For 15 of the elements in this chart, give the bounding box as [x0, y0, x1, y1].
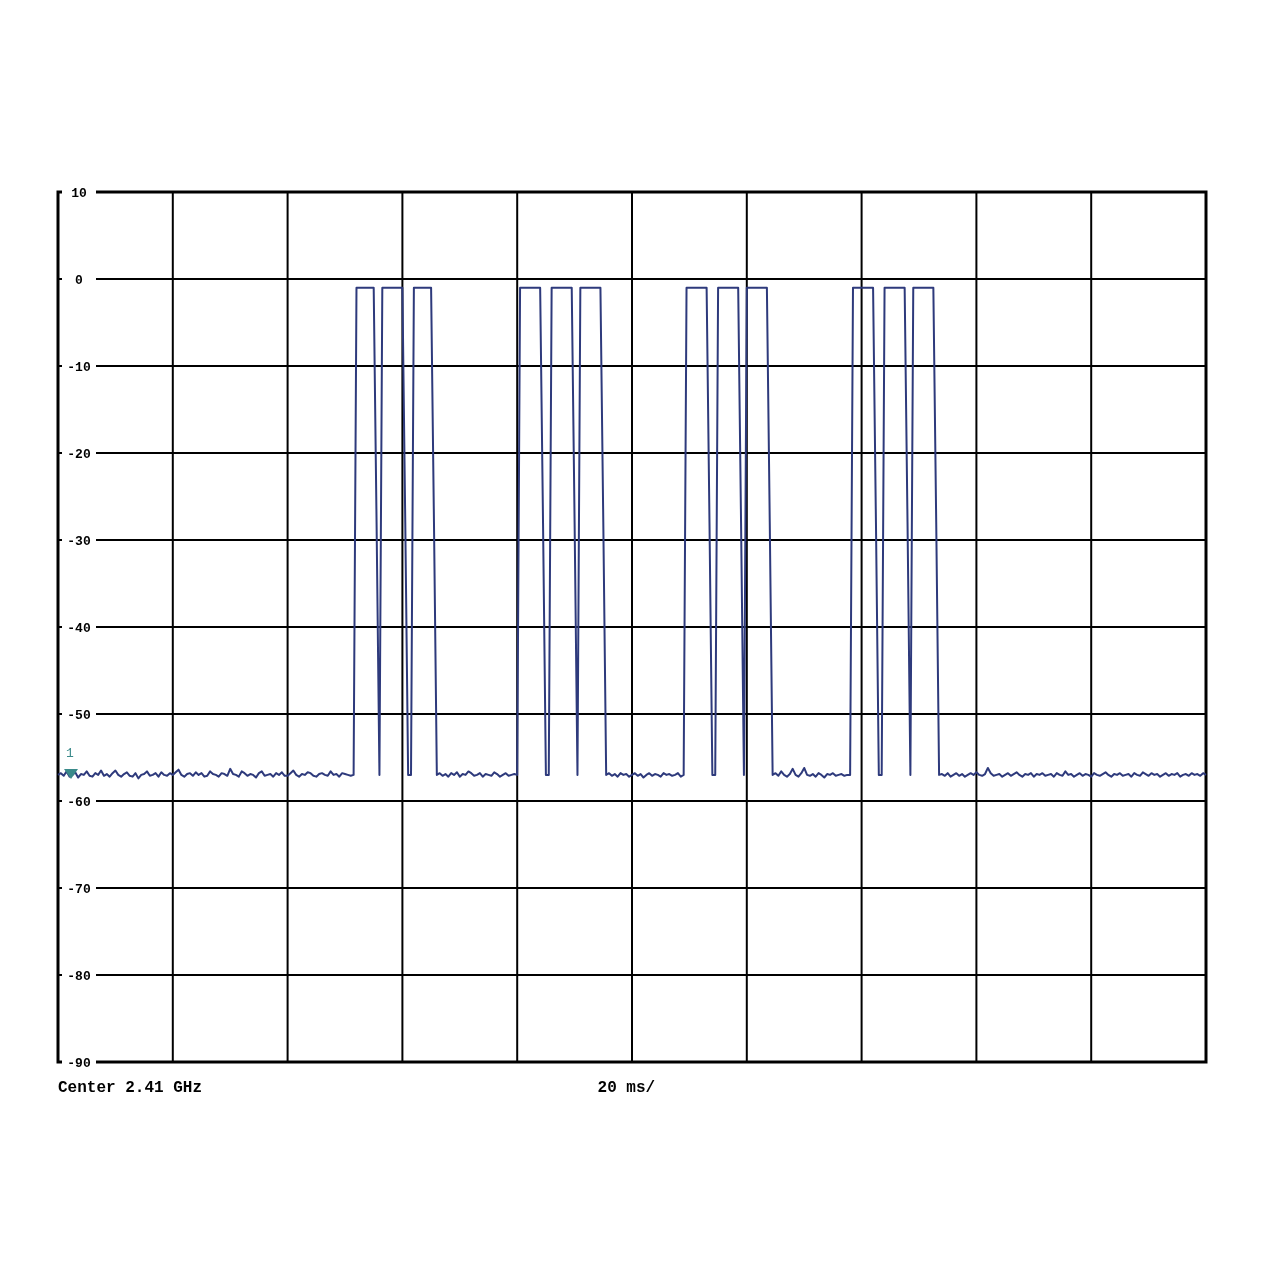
line-series: [57, 286, 1207, 780]
y-tick-label: -10: [67, 359, 91, 375]
text: Center 2.41 GHz: [58, 1079, 203, 1097]
y-tick-label: 0: [75, 272, 84, 288]
y-tick-label: 10: [71, 185, 87, 201]
y-tick-label: -90: [67, 1055, 91, 1071]
annotation: 1: [66, 745, 74, 761]
y-tick-label: -30: [67, 533, 91, 549]
y-tick-label: -80: [67, 968, 91, 984]
y-tick-label: -40: [67, 620, 91, 636]
y-tick-label: -70: [67, 881, 91, 897]
y-tick-label: -50: [67, 707, 91, 723]
y-tick-label: -20: [67, 446, 91, 462]
text: 20 ms/: [597, 1079, 656, 1097]
y-tick-label: -60: [67, 794, 91, 810]
